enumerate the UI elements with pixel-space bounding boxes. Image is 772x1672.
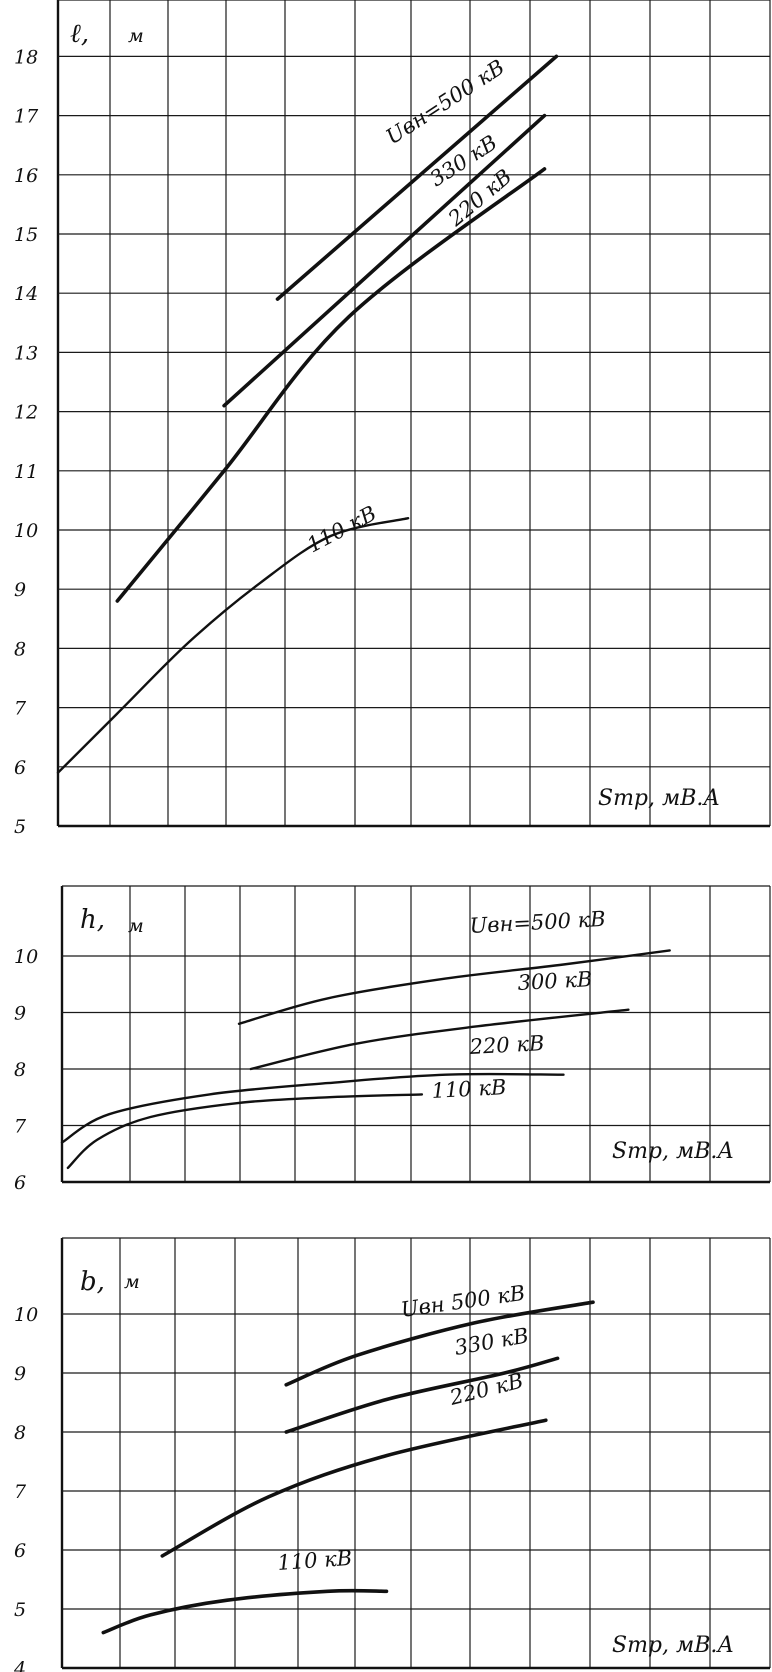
series-label: 110 кВ bbox=[303, 501, 380, 557]
y-tick-label: 5 bbox=[14, 816, 26, 838]
series-label: 300 кВ bbox=[517, 967, 593, 995]
series-line-4 bbox=[101, 1588, 389, 1635]
y-tick-label: 12 bbox=[14, 402, 38, 424]
series-label: 110 кВ bbox=[277, 1546, 353, 1575]
series-label: 330 кВ bbox=[453, 1323, 531, 1360]
y-axis-title: b, bbox=[80, 1267, 105, 1297]
series-line-3 bbox=[160, 1418, 548, 1558]
y-tick-label: 7 bbox=[14, 1481, 27, 1503]
series-line-3 bbox=[115, 167, 547, 603]
series-line-4 bbox=[56, 517, 410, 774]
y-axis-title: ℓ, bbox=[70, 19, 89, 49]
y-tick-label: 14 bbox=[14, 283, 38, 305]
chart-panel-2: 6 7 8 9 10 h, м Sтр, мВ.А Uвн=500 кВ 300 кВ 220 кВ… bbox=[14, 885, 771, 1194]
y-tick-label: 6 bbox=[14, 757, 26, 779]
y-tick-label: 8 bbox=[14, 1059, 26, 1081]
series-line-1 bbox=[237, 949, 671, 1025]
y-tick-label: 6 bbox=[14, 1172, 26, 1194]
y-tick-label: 10 bbox=[14, 1304, 38, 1326]
series-line-2 bbox=[284, 1356, 560, 1434]
y-tick-label: 13 bbox=[14, 342, 38, 364]
y-axis-title: h, bbox=[80, 905, 105, 935]
y-tick-label: 7 bbox=[14, 698, 27, 720]
y-tick-label: 10 bbox=[14, 520, 38, 542]
y-tick-label: 15 bbox=[14, 224, 38, 246]
y-tick-label: 5 bbox=[14, 1599, 26, 1621]
series-line-3 bbox=[60, 1072, 565, 1144]
y-axis-unit: м bbox=[128, 25, 144, 47]
series-line-1 bbox=[275, 54, 559, 301]
y-tick-label: 9 bbox=[14, 1363, 26, 1385]
y-tick-label: 6 bbox=[14, 1540, 26, 1562]
series-label: 220 кВ bbox=[468, 1031, 545, 1059]
series-label: 110 кВ bbox=[431, 1075, 507, 1103]
y-tick-label: 7 bbox=[14, 1116, 27, 1138]
y-tick-label: 8 bbox=[14, 638, 26, 660]
y-tick-label: 8 bbox=[14, 1422, 26, 1444]
series-line-4 bbox=[66, 1093, 424, 1170]
y-axis-unit: м bbox=[128, 915, 144, 937]
y-tick-label: 11 bbox=[14, 461, 38, 483]
series-line-1 bbox=[284, 1300, 595, 1387]
y-tick-label: 16 bbox=[14, 165, 38, 187]
series-line-2 bbox=[249, 1008, 630, 1071]
y-tick-label: 9 bbox=[14, 1003, 26, 1025]
y-tick-label: 18 bbox=[14, 46, 38, 68]
y-tick-label: 4 bbox=[13, 1658, 26, 1672]
y-axis-unit: м bbox=[124, 1271, 140, 1293]
y-tick-label: 17 bbox=[14, 106, 39, 128]
y-tick-label: 9 bbox=[14, 579, 26, 601]
x-axis-title: Sтр, мВ.А bbox=[612, 1633, 734, 1658]
series-label: Uвн=500 кВ bbox=[469, 907, 606, 938]
x-axis-title: Sтр, мВ.А bbox=[612, 1139, 734, 1164]
series-line-2 bbox=[222, 113, 547, 408]
x-axis-title: Sтр, мВ.А bbox=[598, 786, 720, 811]
series-label: 220 кВ bbox=[446, 1368, 525, 1410]
y-tick-label: 10 bbox=[14, 946, 38, 968]
